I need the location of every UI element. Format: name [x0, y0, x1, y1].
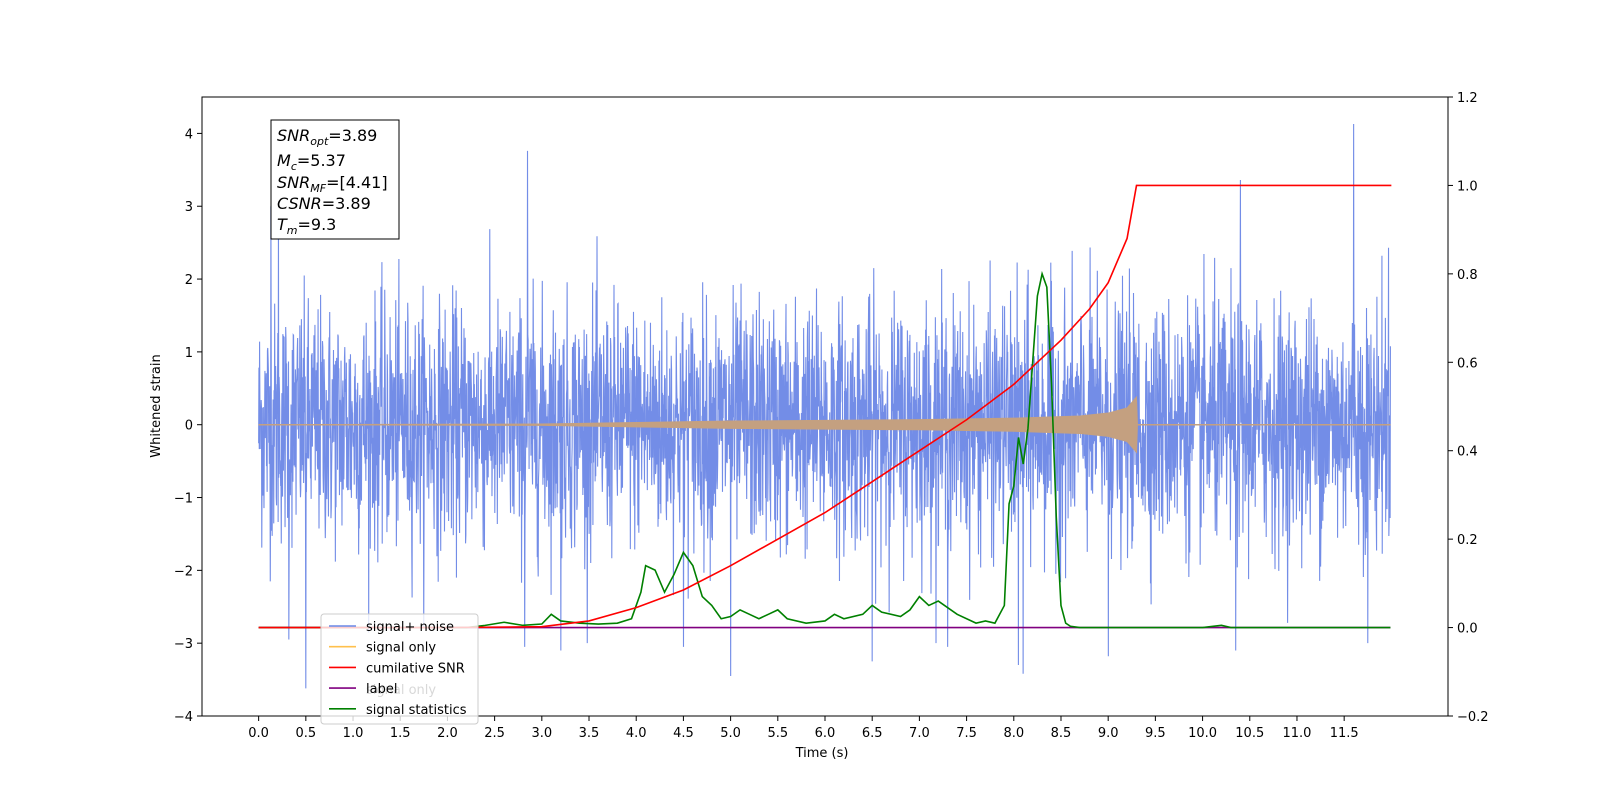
- y-tick-label: −2: [174, 564, 193, 579]
- x-tick-label: 7.5: [956, 726, 977, 741]
- legend-frame: [320, 613, 479, 725]
- y-tick-label: −3: [174, 637, 193, 652]
- x-tick-label: 10.5: [1235, 726, 1264, 741]
- y2-tick-label: 0.2: [1457, 533, 1478, 548]
- x-tick-label: 2.5: [484, 726, 505, 741]
- y-tick-label: 2: [185, 273, 193, 288]
- legend-label: signal statistics: [366, 703, 467, 718]
- series-layer: [258, 123, 1392, 689]
- x-tick-label: 4.0: [626, 726, 647, 741]
- x-tick-label: 3.5: [579, 726, 600, 741]
- x-tick-label: 5.5: [767, 726, 788, 741]
- x-tick-label: 9.0: [1098, 726, 1119, 741]
- y-axis-label: Whitened strain: [149, 354, 164, 457]
- legend-ghost-text: signal only: [366, 683, 436, 698]
- y2-tick-label: 1.2: [1457, 91, 1478, 106]
- x-tick-label: 9.5: [1145, 726, 1166, 741]
- x-tick-label: 8.5: [1051, 726, 1072, 741]
- x-tick-label: 0.0: [248, 726, 269, 741]
- annotation-tm: Tm=9.3: [277, 215, 336, 237]
- legend-label: label: [366, 682, 397, 697]
- x-tick-label: 6.5: [862, 726, 883, 741]
- x-tick-label: 11.0: [1282, 726, 1311, 741]
- y2-tick-label: 0.6: [1457, 356, 1478, 371]
- annotation-frame: [270, 119, 400, 240]
- x-tick-label: 0.5: [295, 726, 316, 741]
- annotation-snr-mf: SNRMF=[4.41]: [277, 173, 388, 195]
- x-tick-label: 10.0: [1188, 726, 1217, 741]
- cumulative-snr-line: [258, 184, 1392, 629]
- x-tick-label: 3.0: [531, 726, 552, 741]
- annotation-csnr: CSNR=3.89: [277, 194, 371, 213]
- y2-tick-label: 1.0: [1457, 179, 1478, 194]
- y-axis-right: −0.2 0.0 0.2 0.4 0.6 0.8 1.0 1.2: [1448, 91, 1489, 725]
- x-tick-label: 11.5: [1330, 726, 1359, 741]
- x-axis: 0.0 0.5 1.0 1.5 2.0 2.5 3.0 3.5 4.0 4.5 5.0 5.5 6.0 6…: [248, 716, 1359, 741]
- legend-label: signal only: [366, 641, 436, 656]
- y2-tick-label: −0.2: [1457, 710, 1489, 725]
- y-tick-label: −1: [174, 492, 193, 507]
- x-tick-label: 7.0: [909, 726, 930, 741]
- y2-tick-label: 0.4: [1457, 445, 1478, 460]
- x-tick-label: 1.0: [343, 726, 364, 741]
- x-tick-label: 1.5: [390, 726, 411, 741]
- signal-noise-line: [258, 123, 1391, 689]
- y-axis-left: −4 −3 −2 −1 0 1 2 3 4: [174, 127, 202, 725]
- annotation-snr-opt: SNRopt=3.89: [277, 126, 377, 148]
- x-tick-label: 6.0: [815, 726, 836, 741]
- legend: signal only signal+ noise signal only cumi…: [320, 613, 479, 725]
- y2-tick-label: 0.0: [1457, 622, 1478, 637]
- legend-label: signal+ noise: [366, 620, 454, 635]
- y-tick-label: 4: [185, 127, 193, 142]
- signal-statistics-line: [258, 270, 1391, 629]
- x-axis-label: Time (s): [795, 746, 849, 761]
- x-tick-label: 2.0: [437, 726, 458, 741]
- x-tick-label: 4.5: [673, 726, 694, 741]
- y-tick-label: 0: [185, 419, 193, 434]
- annotation-mc: Mc=5.37: [277, 151, 346, 173]
- y-tick-label: −4: [174, 710, 193, 725]
- x-tick-label: 8.0: [1003, 726, 1024, 741]
- y-tick-label: 3: [185, 200, 193, 215]
- y-tick-label: 1: [185, 346, 193, 361]
- x-tick-label: 5.0: [720, 726, 741, 741]
- legend-label: cumilative SNR: [366, 661, 465, 676]
- y2-tick-label: 0.8: [1457, 268, 1478, 283]
- stats-annotation-box: SNRopt=3.89 Mc=5.37 SNRMF=[4.41] CSNR=3.…: [270, 119, 400, 240]
